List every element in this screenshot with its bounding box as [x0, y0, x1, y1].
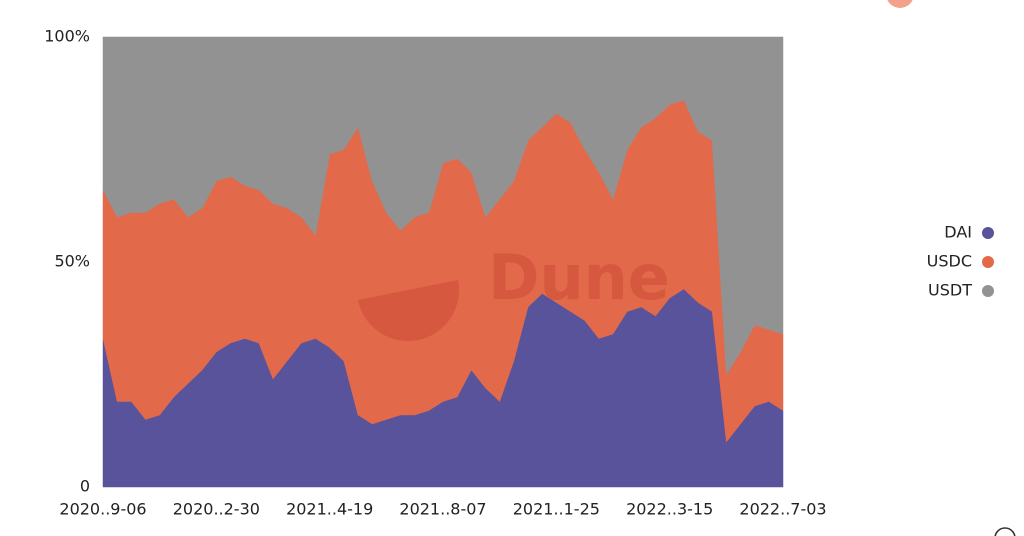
legend-label: USDC: [927, 252, 972, 271]
x-tick-label: 2021..4-19: [286, 500, 373, 519]
y-tick-label: 0: [80, 477, 90, 496]
area: [102, 36, 784, 376]
legend-swatch: [982, 256, 994, 268]
y-tick-label: 100%: [44, 27, 90, 46]
x-tick-label: 2020..2-30: [173, 500, 260, 519]
x-tick-label: 2021..1-25: [513, 500, 600, 519]
legend-swatch: [982, 227, 994, 239]
x-tick-label: 2021..8-07: [399, 500, 486, 519]
watermark-logo: [358, 280, 459, 341]
watermark: Dune: [488, 241, 670, 314]
x-tick-label: 2022..7-03: [739, 500, 826, 519]
info-icon: [994, 527, 1016, 536]
legend-label: DAI: [944, 223, 972, 242]
legend-swatch: [982, 285, 994, 297]
x-tick-label: 2022..3-15: [626, 500, 713, 519]
x-tick-label: 2020..9-06: [59, 500, 146, 519]
logo-fragment: [887, 0, 913, 8]
y-tick-label: 50%: [54, 252, 90, 271]
legend-label: USDT: [928, 281, 972, 300]
